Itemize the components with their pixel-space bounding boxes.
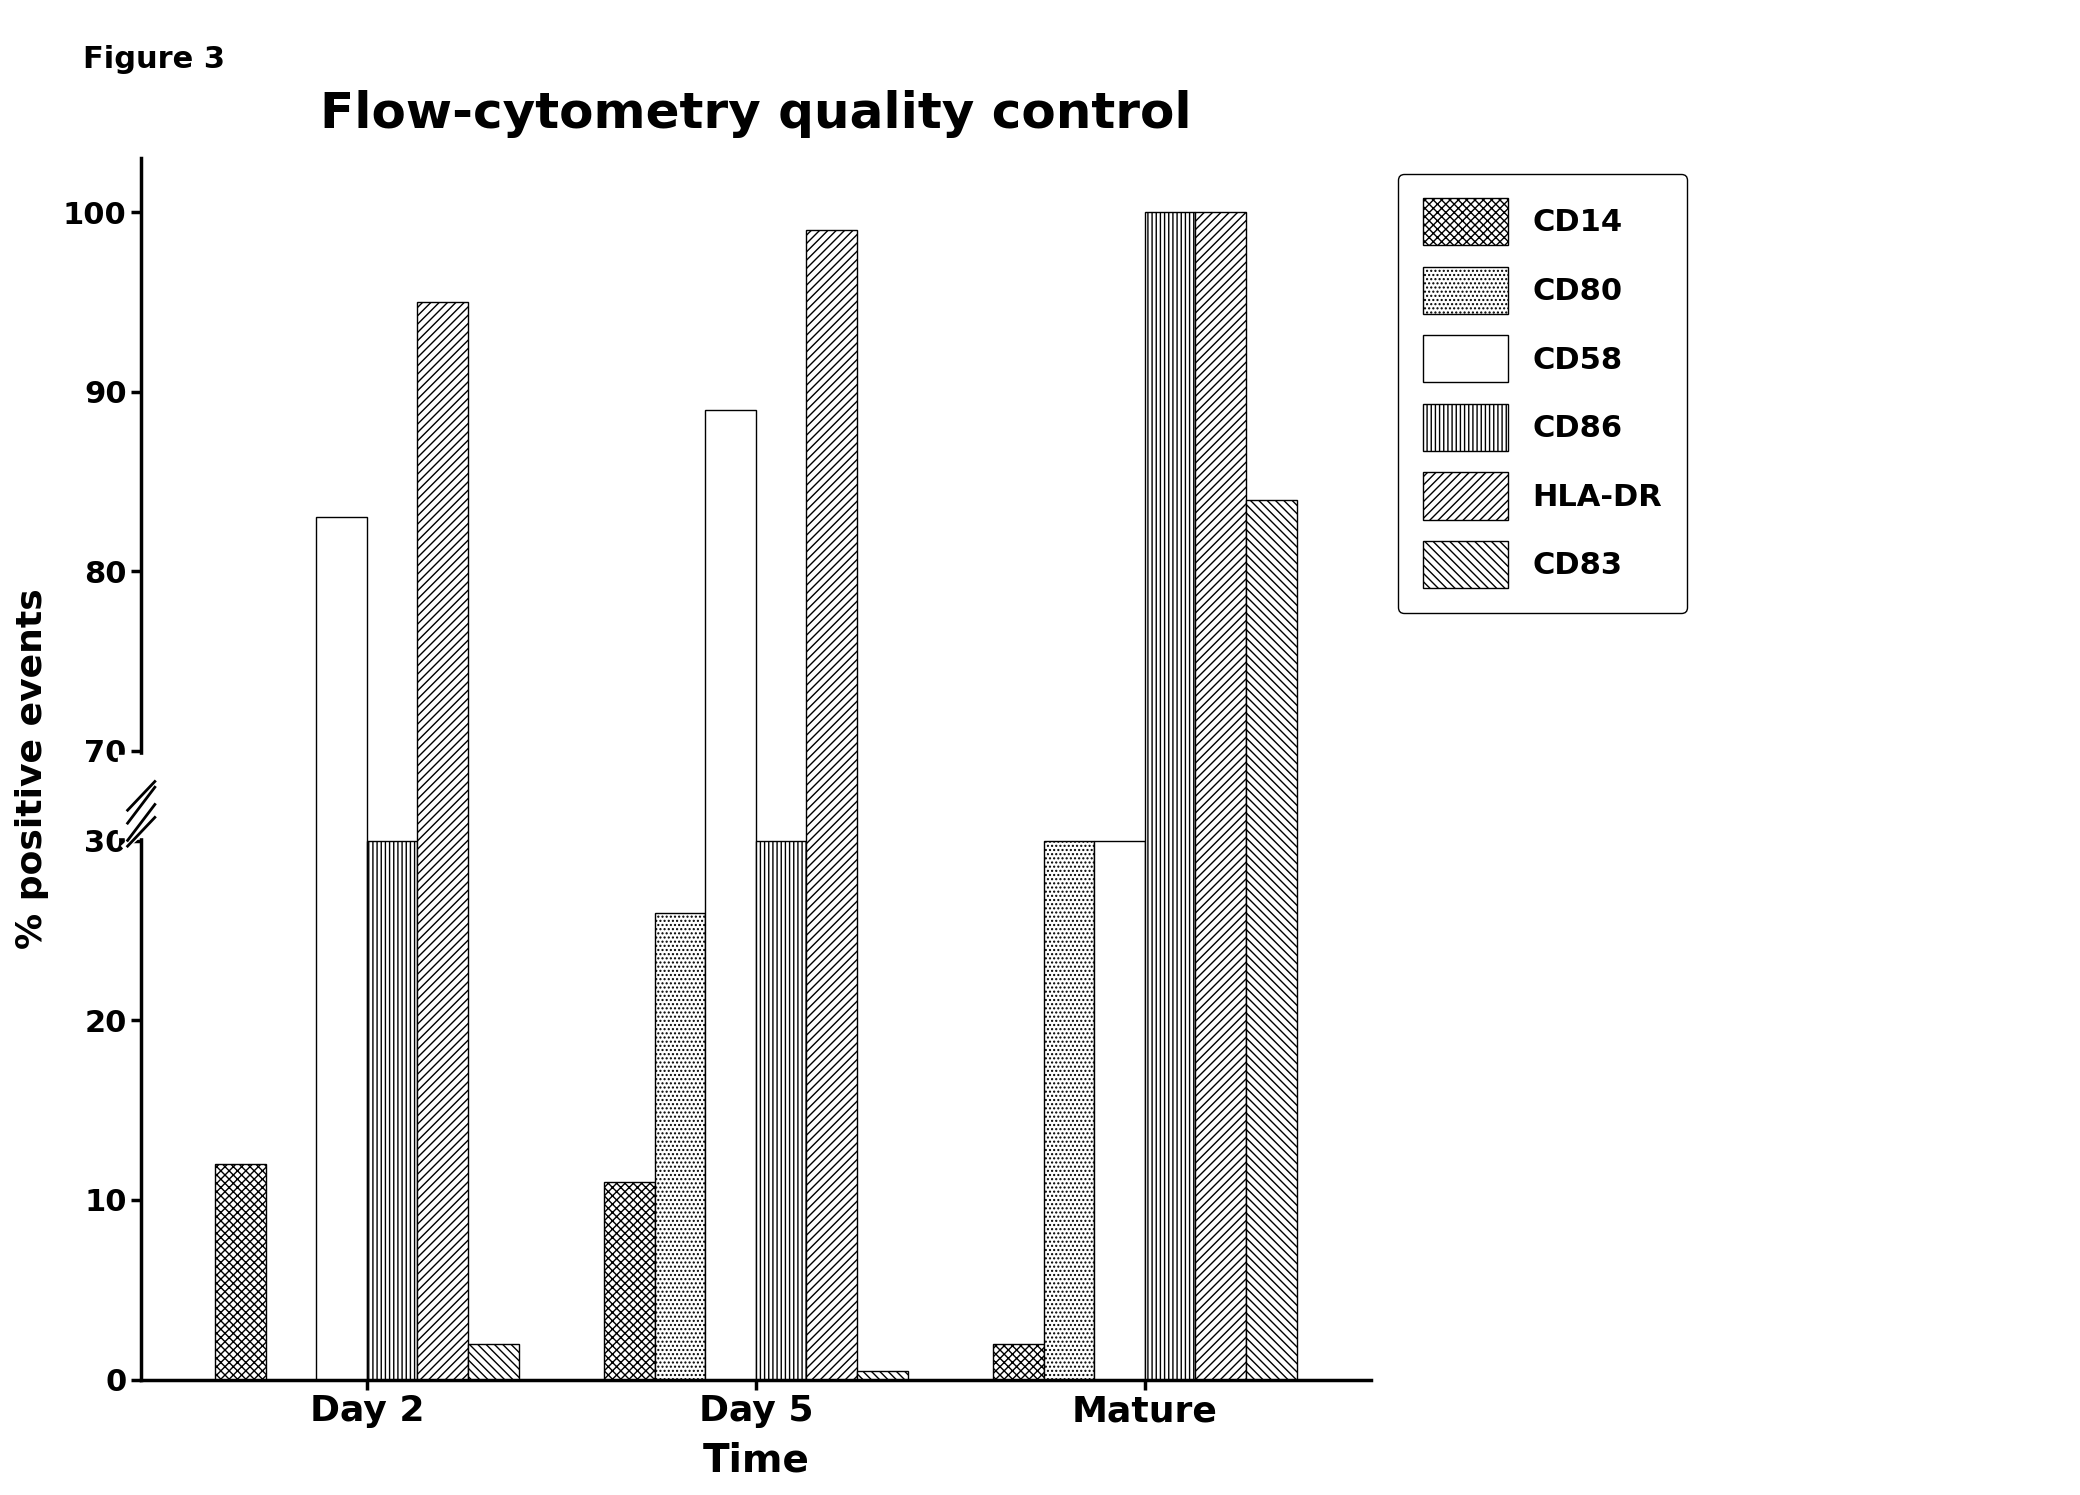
Bar xyxy=(366,840,418,1380)
Bar xyxy=(755,840,807,1380)
Bar xyxy=(316,517,366,1380)
Bar xyxy=(418,302,468,1380)
Title: Flow-cytometry quality control: Flow-cytometry quality control xyxy=(320,90,1192,138)
Bar xyxy=(468,1344,518,1380)
Bar xyxy=(655,912,705,1380)
Bar xyxy=(1196,212,1246,1380)
Bar xyxy=(994,1344,1044,1380)
Bar xyxy=(1044,840,1094,1380)
Bar xyxy=(807,230,857,1380)
Bar xyxy=(119,755,164,837)
Bar xyxy=(214,1165,266,1380)
Bar xyxy=(1094,840,1144,1380)
Bar xyxy=(1246,499,1296,1380)
Bar xyxy=(705,410,755,1380)
Y-axis label: % positive events: % positive events xyxy=(15,589,50,949)
Legend: CD14, CD80, CD58, CD86, HLA-DR, CD83: CD14, CD80, CD58, CD86, HLA-DR, CD83 xyxy=(1398,173,1687,613)
Bar xyxy=(857,1371,907,1380)
X-axis label: Time: Time xyxy=(703,1443,809,1480)
Bar xyxy=(603,1183,655,1380)
Bar xyxy=(1144,212,1196,1380)
Text: Figure 3: Figure 3 xyxy=(83,45,225,73)
